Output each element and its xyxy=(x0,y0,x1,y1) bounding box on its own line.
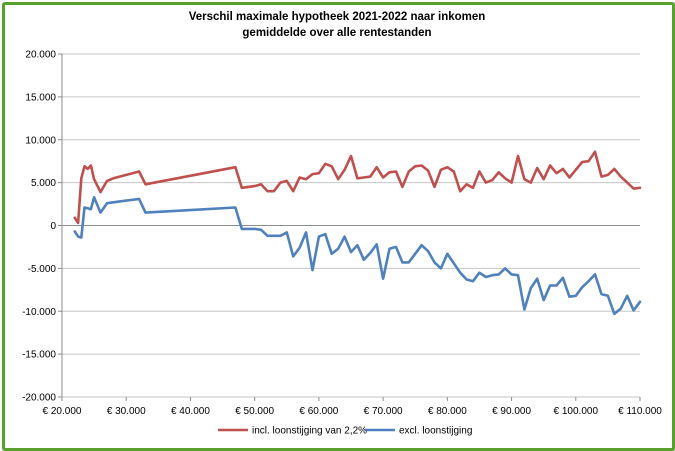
y-tick-label: -5.000 xyxy=(28,264,57,275)
chart-title: Verschil maximale hypotheek 2021-2022 na… xyxy=(189,11,486,23)
chart-subtitle: gemiddelde over alle rentestanden xyxy=(242,27,431,39)
x-tick-label: € 30.000 xyxy=(107,406,146,417)
legend-label-2: excl. loonstijging xyxy=(399,426,472,437)
y-tick-label: 20.000 xyxy=(25,50,56,61)
legend-label-1: incl. loonstijging van 2,2% xyxy=(252,426,367,437)
y-tick-label: -20.000 xyxy=(22,393,56,404)
legend: incl. loonstijging van 2,2% excl. loonsti… xyxy=(218,426,472,437)
x-tick-label: € 90.000 xyxy=(492,406,531,417)
x-tick-label: € 100.000 xyxy=(554,406,599,417)
x-tick-label: € 50.000 xyxy=(235,406,274,417)
x-tick-label: € 20.000 xyxy=(43,406,82,417)
x-tick-label: € 110.000 xyxy=(618,406,662,417)
series-line-2 xyxy=(73,195,642,316)
y-tick-label: 10.000 xyxy=(25,135,56,146)
x-tick-label: € 60.000 xyxy=(299,406,338,417)
y-tick-label: -15.000 xyxy=(22,350,56,361)
x-tick-label: € 70.000 xyxy=(364,406,403,417)
series-line-1 xyxy=(73,150,642,225)
plot-area: 20.000 15.000 10.000 5.000 0 -5.000 -10.000 -15… xyxy=(22,50,662,418)
y-tick-label: -10.000 xyxy=(22,307,56,318)
y-tick-label: 5.000 xyxy=(31,178,56,189)
x-tick-label: € 40.000 xyxy=(171,406,210,417)
y-tick-label: 15.000 xyxy=(25,92,56,103)
x-tick-label: € 80.000 xyxy=(428,406,467,417)
y-tick-label: 0 xyxy=(50,221,56,232)
